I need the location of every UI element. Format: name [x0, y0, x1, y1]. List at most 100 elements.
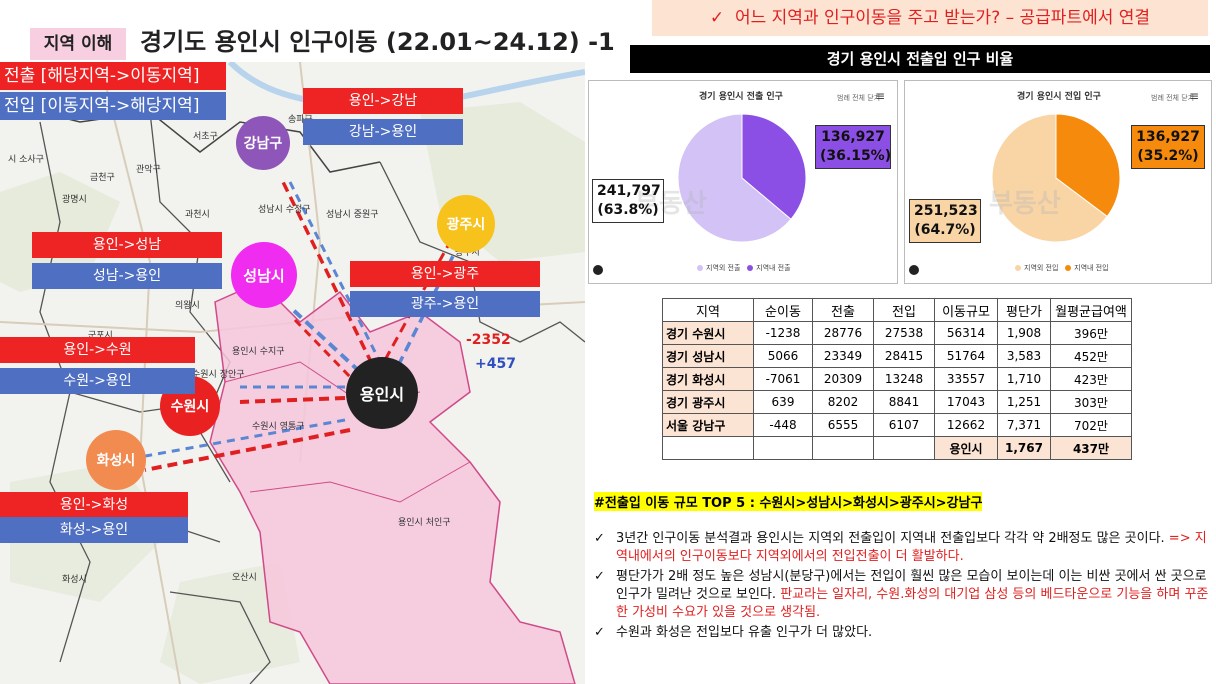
flow-label-yongin-to-gwangju: 용인->광주	[350, 261, 540, 287]
legend-dot	[1065, 265, 1072, 271]
city-circle-suwon: 수원시	[160, 376, 220, 436]
table-cell: 3,583	[997, 344, 1051, 368]
logo-icon	[909, 265, 919, 275]
table-cell: 경기 수원시	[662, 321, 754, 345]
legend-item-label: 지역외 전출	[706, 264, 741, 272]
flow-label-gangnam-to-yongin: 강남->용인	[303, 119, 463, 145]
table-cell: -448	[753, 413, 813, 437]
table-cell: -7061	[753, 367, 813, 391]
table-cell: 396만	[1050, 321, 1132, 345]
table-cell	[753, 436, 813, 460]
place-label: 금천구	[90, 173, 115, 183]
table-summary-row: 용인시 1,767 437만	[662, 436, 1132, 460]
table-cell: 7,371	[997, 413, 1051, 437]
migration-map: 서초구 송파구 시 소사구 관악구 금천구 광명시 과천시 성남시 수정구 성남…	[0, 62, 585, 684]
table-cell: 서울 강남구	[662, 413, 754, 437]
list-item: ✓ 평단가가 2배 정도 높은 성남시(분당구)에서는 전입이 훨씬 많은 모습…	[594, 568, 1210, 622]
section-tag: 지역 이해	[30, 28, 126, 60]
column-header: 순이동	[753, 298, 813, 322]
table-cell: 28776	[812, 321, 874, 345]
table-cell: 28415	[873, 344, 935, 368]
bullet-text: 3년간 인구이동 분석결과 용인시는 지역외 전출입이 지역내 전출입보다 각각…	[616, 530, 1210, 566]
table-cell: 경기 성남시	[662, 344, 754, 368]
table-cell: 경기 광주시	[662, 390, 754, 414]
pie-title: 경기 용인시 전출 인구	[699, 92, 783, 102]
hamburger-icon[interactable]: ≡	[1189, 89, 1200, 103]
bullet-text-emphasis: 판교라는 일자리, 수원.화성의 대기업 삼성 등의 베드타운으로 기능을 하며…	[616, 587, 1209, 620]
flow-label-yongin-to-hwaseong: 용인->화성	[0, 492, 188, 518]
table-cell: 17043	[934, 390, 998, 414]
pie-panel-outflow: 경기 용인시 전출 인구 범례 전체 닫기 ≡ 부동산 241,797 (63.…	[588, 80, 898, 284]
flow-label-hwaseong-to-yongin: 화성->용인	[0, 517, 188, 543]
column-header: 지역	[662, 298, 754, 322]
legend-toggle[interactable]: 범례 전체 닫기	[837, 94, 881, 102]
net-out-value: -2352	[466, 332, 511, 348]
table-cell: 5066	[753, 344, 813, 368]
table-cell: 56314	[934, 321, 998, 345]
table-cell: 51764	[934, 344, 998, 368]
table-cell: -1238	[753, 321, 813, 345]
table-cell: 27538	[873, 321, 935, 345]
table-cell: 20309	[812, 367, 874, 391]
pie-label-small: 136,927 (35.2%)	[1131, 125, 1205, 169]
flow-label-yongin-to-seongnam: 용인->성남	[32, 232, 222, 258]
column-header: 전입	[873, 298, 935, 322]
flow-label-yongin-to-suwon: 용인->수원	[0, 337, 195, 363]
check-icon: ✓	[709, 8, 725, 28]
table-cell: 경기 화성시	[662, 367, 754, 391]
table-header-row: 지역 순이동 전출 전입 이동규모 평단가 월평균급여액	[662, 298, 1132, 322]
place-label: 서초구	[193, 132, 218, 142]
place-label: 오산시	[232, 573, 257, 583]
legend-item-label: 지역내 전입	[1074, 264, 1109, 272]
place-label: 시 소사구	[8, 155, 44, 165]
city-circle-yongin: 용인시	[346, 357, 418, 429]
pie-chart-outflow	[677, 113, 807, 243]
section-title-bar: 경기 용인시 전출입 인구 비율	[630, 45, 1210, 73]
table-cell: 6555	[812, 413, 874, 437]
table-cell: 13248	[873, 367, 935, 391]
hamburger-icon[interactable]: ≡	[875, 89, 886, 103]
banner-text: 어느 지역과 인구이동을 주고 받는가? – 공급파트에서 연결	[734, 8, 1151, 28]
bullet-text-part: 3년간 인구이동 분석결과 용인시는 지역외 전출입이 지역내 전출입보다 각각…	[616, 531, 1169, 546]
legend-toggle[interactable]: 범례 전체 닫기	[1151, 94, 1195, 102]
migration-table: 지역 순이동 전출 전입 이동규모 평단가 월평균급여액 경기 수원시 -123…	[662, 298, 1132, 460]
table-cell: 639	[753, 390, 813, 414]
pie-slice	[677, 113, 792, 243]
bullet-text-part: 평단가가 2배 정도 높은 성남시(분당구)에서는 전입이 훨씬 많은 모습이 …	[616, 569, 1207, 602]
top5-highlight: #전출입 이동 규모 TOP 5 : 수원시>성남시>화성시>광주시>강남구	[594, 492, 983, 511]
pie-slice	[741, 113, 807, 220]
table-row: 서울 강남구 -448 6555 6107 12662 7,371 702만	[662, 413, 1132, 437]
table-cell: 452만	[1050, 344, 1132, 368]
bullet-text: 수원과 화성은 전입보다 유출 인구가 더 많았다.	[616, 625, 873, 640]
watermark: 부동산	[989, 189, 1061, 219]
table-cell: 1,251	[997, 390, 1051, 414]
place-label: 화성시	[62, 575, 87, 585]
place-label: 송파구	[288, 115, 313, 125]
pie-label-small: 136,927 (36.15%)	[815, 125, 891, 169]
city-circle-seongnam: 성남시	[231, 242, 297, 308]
table-cell: 303만	[1050, 390, 1132, 414]
table-cell	[873, 436, 935, 460]
table-cell: 1,710	[997, 367, 1051, 391]
table-cell: 1,908	[997, 321, 1051, 345]
legend-item-label: 지역내 전출	[756, 264, 791, 272]
table-cell: 8202	[812, 390, 874, 414]
check-icon: ✓	[594, 569, 605, 584]
table-cell: 8841	[873, 390, 935, 414]
pie-title: 경기 용인시 전입 인구	[1017, 92, 1101, 102]
page-title: 경기도 용인시 인구이동 (22.01~24.12) -1	[140, 28, 615, 56]
list-item: ✓ 3년간 인구이동 분석결과 용인시는 지역외 전출입이 지역내 전출입보다 …	[594, 530, 1210, 566]
flow-label-gwangju-to-yongin: 광주->용인	[350, 291, 540, 317]
pie-slice	[1055, 113, 1121, 218]
place-label: 광주시	[455, 248, 480, 258]
table-cell: 702만	[1050, 413, 1132, 437]
legend-dot	[747, 265, 754, 271]
place-label: 광명시	[62, 195, 87, 205]
place-label: 수원시 장안구	[192, 370, 245, 380]
legend-outflow: 전출 [해당지역->이동지역]	[0, 62, 226, 90]
city-circle-gangnam: 강남구	[236, 116, 290, 170]
city-circle-hwaseong: 화성시	[86, 430, 146, 490]
flow-label-suwon-to-yongin: 수원->용인	[0, 368, 195, 394]
table-cell: 23349	[812, 344, 874, 368]
check-icon: ✓	[594, 531, 605, 546]
